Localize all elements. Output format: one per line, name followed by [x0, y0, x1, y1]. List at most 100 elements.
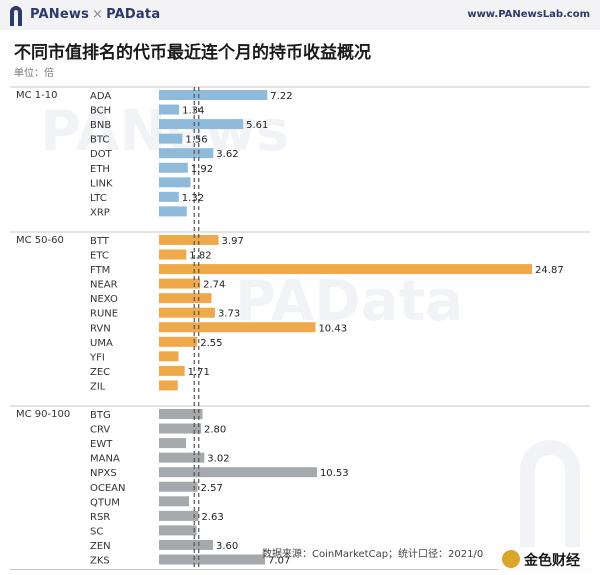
bar [159, 206, 187, 217]
token-label: ZKS [90, 556, 110, 567]
token-label: YFI [89, 352, 105, 363]
site-url: www.PANewsLab.com [467, 9, 590, 20]
token-label: DOT [90, 149, 113, 160]
bar [159, 365, 185, 376]
value-label: 5.61 [246, 120, 268, 131]
jinse-watermark: 金色财经 [498, 547, 596, 571]
token-label: RSR [90, 512, 110, 523]
bar [159, 438, 186, 449]
value-label: 2.63 [201, 512, 223, 523]
token-label: NEXO [90, 294, 118, 305]
token-label: BTG [90, 410, 111, 421]
brand-panews: PANews [30, 7, 90, 22]
token-label: BTC [90, 135, 109, 146]
value-label: 2.74 [203, 280, 225, 291]
chart-title: 不同市值排名的代币最近连个月的持币收益概况 [14, 43, 371, 63]
value-label: 2.55 [200, 338, 222, 349]
token-label: RVN [90, 323, 111, 334]
token-label: BCH [90, 106, 111, 117]
token-label: QTUM [90, 497, 120, 508]
token-label: BNB [90, 120, 111, 131]
panews-logo-icon [10, 6, 22, 26]
value-label: 10.53 [320, 468, 349, 479]
bar [159, 148, 214, 159]
bar [159, 278, 201, 289]
bars [159, 90, 533, 565]
bar [159, 119, 244, 130]
token-label: MANA [90, 454, 120, 465]
bar [159, 423, 201, 434]
bar [159, 525, 197, 536]
bar [159, 539, 213, 550]
value-label: 3.02 [207, 454, 229, 465]
bar [159, 104, 180, 115]
token-label: NPXS [90, 468, 117, 479]
reference-lines [193, 87, 200, 568]
token-label: EWT [90, 439, 113, 450]
token-label: LINK [90, 178, 113, 189]
bar [159, 162, 188, 173]
value-label: 1.56 [185, 135, 207, 146]
group-separators [10, 86, 590, 570]
chart-unit: 单位：倍 [14, 68, 54, 79]
bar [159, 481, 198, 492]
token-label: CRV [90, 425, 110, 436]
bar [159, 293, 212, 304]
value-label: 3.97 [222, 236, 244, 247]
bar [159, 191, 179, 202]
value-label: 1.32 [182, 193, 204, 204]
token-label: OCEAN [90, 483, 126, 494]
bar [159, 409, 203, 419]
value-label: 2.57 [201, 483, 223, 494]
token-label: XRP [90, 207, 110, 218]
bar [159, 554, 266, 565]
bar [159, 177, 191, 188]
value-label: 7.22 [270, 91, 292, 102]
token-label: SC [90, 526, 103, 537]
jinse-logo-icon [502, 550, 520, 568]
bar [159, 351, 179, 362]
bar [159, 249, 187, 260]
group-label: MC 90-100 [16, 409, 70, 420]
bar [159, 90, 268, 100]
bar [159, 452, 205, 463]
bar [159, 264, 533, 275]
token-label: RUNE [90, 309, 118, 320]
value-label: 10.43 [318, 323, 347, 334]
token-label: BTT [90, 236, 110, 247]
token-label: ADA [90, 91, 111, 102]
data-source-footer: 数据来源：CoinMarketCap；统计口径：2021/0 [262, 549, 484, 560]
value-label: 24.87 [535, 265, 564, 276]
token-label: ETC [90, 251, 109, 262]
bar [159, 496, 189, 507]
bar [159, 336, 198, 347]
jinse-text: 金色财经 [524, 553, 580, 569]
value-label: 1.71 [188, 367, 210, 378]
token-label: NEAR [90, 280, 118, 291]
token-label: ZEN [90, 541, 111, 552]
value-label: 3.73 [218, 309, 240, 320]
watermark-logo-icon [520, 440, 580, 560]
bar [159, 380, 178, 391]
labels: MC 1-10 ADA 7.22 BCH 1.34 BNB 5.61 BTC 1.56 DOT 3.… [16, 90, 564, 567]
token-label: ZIL [90, 381, 106, 392]
token-label: ETH [90, 164, 110, 175]
token-label: ZEC [90, 367, 110, 378]
group-label: MC 1-10 [16, 90, 57, 101]
value-label: 1.34 [182, 106, 204, 117]
value-label: 1.82 [189, 251, 211, 262]
group-label: MC 50-60 [16, 235, 64, 246]
value-label: 3.62 [216, 149, 238, 160]
bar [159, 133, 183, 144]
bar [159, 307, 215, 318]
value-label: 3.60 [216, 541, 238, 552]
bar [159, 322, 316, 333]
bar [159, 467, 317, 478]
value-label: 2.80 [204, 425, 226, 436]
brand-padata: PAData [106, 7, 161, 22]
value-label: 1.92 [191, 164, 213, 175]
token-label: UMA [90, 338, 113, 349]
value-label: 7.07 [268, 556, 290, 567]
